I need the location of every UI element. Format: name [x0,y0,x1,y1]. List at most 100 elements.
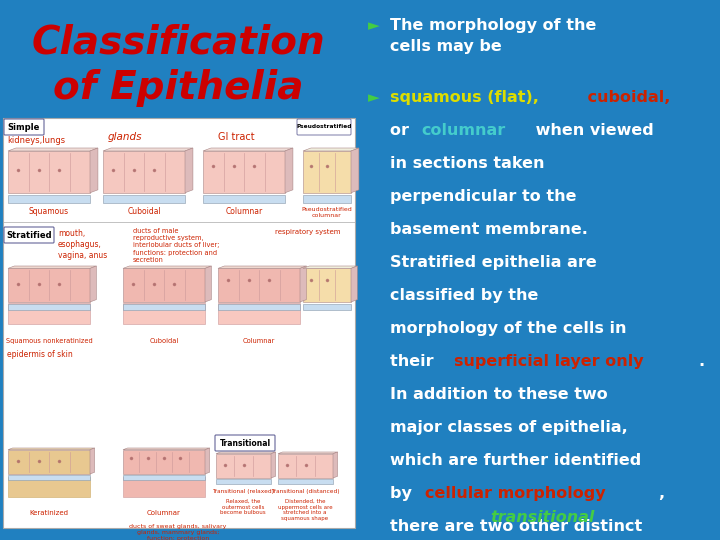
Bar [103,151,185,193]
Bar [278,479,333,484]
Text: or: or [390,123,415,138]
Text: Keratinized: Keratinized [30,510,68,516]
Bar [123,268,205,302]
Polygon shape [278,452,338,454]
Text: The morphology of the
cells may be: The morphology of the cells may be [390,18,596,54]
Text: classified by the: classified by the [390,288,539,303]
Polygon shape [216,452,276,454]
Polygon shape [123,266,212,268]
Text: Simple: Simple [8,123,40,132]
Text: cuboidal,: cuboidal, [582,90,670,105]
Polygon shape [90,448,94,474]
Polygon shape [303,266,357,268]
Text: Pseudostratified: Pseudostratified [296,125,352,130]
Text: Columnar: Columnar [147,510,181,516]
Bar [303,195,351,203]
Text: Stratified: Stratified [6,231,52,240]
Polygon shape [205,448,210,474]
FancyBboxPatch shape [4,119,44,135]
Text: superficial layer only: superficial layer only [454,354,643,369]
Text: when viewed: when viewed [531,123,654,138]
Text: which are further identified: which are further identified [390,453,642,468]
Bar [218,303,300,324]
Bar [203,151,285,193]
Polygon shape [8,448,94,450]
Text: Stratified epithelia are: Stratified epithelia are [390,255,597,270]
FancyBboxPatch shape [3,118,355,528]
Text: major classes of epithelia,: major classes of epithelia, [390,420,628,435]
Bar [8,268,90,302]
Bar [303,303,351,310]
Bar [8,151,90,193]
Bar [8,303,90,324]
Bar [203,195,285,203]
Polygon shape [205,266,212,302]
Bar [303,268,351,302]
Text: In addition to these two: In addition to these two [390,387,608,402]
Text: respiratory system: respiratory system [275,229,341,235]
Bar [216,479,271,484]
Bar [303,151,351,193]
Bar [218,303,300,310]
Bar [103,195,185,203]
Bar [123,303,205,310]
Text: Transitional (distanced): Transitional (distanced) [271,489,339,494]
Text: in sections taken: in sections taken [390,156,544,171]
FancyBboxPatch shape [297,119,351,135]
Text: kidneys,lungs: kidneys,lungs [7,136,65,145]
FancyBboxPatch shape [4,227,54,243]
Text: Transitional (relaxed): Transitional (relaxed) [212,489,274,494]
Text: basement membrane.: basement membrane. [390,222,588,237]
Text: ►: ► [368,18,379,33]
Polygon shape [218,266,307,268]
Polygon shape [285,148,293,193]
Bar [8,450,90,474]
Text: cellular morphology: cellular morphology [426,486,606,501]
Polygon shape [8,266,96,268]
Polygon shape [123,448,210,450]
Text: by: by [390,486,418,501]
Polygon shape [8,148,98,151]
Polygon shape [203,148,293,151]
Text: Distended, the
uppermost cells are
stretched into a
squamous shape: Distended, the uppermost cells are stret… [278,499,333,521]
Polygon shape [90,266,96,302]
Text: ►: ► [368,90,379,105]
Polygon shape [185,148,193,193]
Text: GI tract: GI tract [218,132,255,142]
Text: of Epithelia: of Epithelia [53,69,303,107]
Text: epidermis of skin: epidermis of skin [7,350,73,359]
Text: transitional: transitional [490,510,595,525]
Text: perpendicular to the: perpendicular to the [390,189,577,204]
Polygon shape [271,452,276,478]
Text: Classification: Classification [31,23,325,61]
Text: Squamous: Squamous [29,207,69,216]
Text: Pseudostratified
columnar: Pseudostratified columnar [302,207,352,218]
Polygon shape [333,452,338,478]
Text: squamous (flat),: squamous (flat), [390,90,539,105]
Text: Cuboidal: Cuboidal [149,338,179,344]
FancyBboxPatch shape [215,435,275,451]
Polygon shape [351,266,357,302]
Text: .: . [698,354,704,369]
Text: Squamous nonkeratinized: Squamous nonkeratinized [6,338,92,344]
Text: ducts of male
reproductive system,
interlobular ducts of liver;
functions: prote: ducts of male reproductive system, inter… [133,228,220,263]
Text: Relaxed, the
outermost cells
become bulbous: Relaxed, the outermost cells become bulb… [220,499,266,515]
Bar [216,454,271,478]
Bar [218,268,300,302]
Polygon shape [300,266,307,302]
Text: their: their [390,354,439,369]
Bar [123,303,205,324]
Text: Transitional: Transitional [220,438,271,448]
Polygon shape [90,148,98,193]
Text: glands: glands [108,132,143,142]
Text: there are two other distinct: there are two other distinct [390,519,642,534]
Text: mouth,
esophagus,
vagina, anus: mouth, esophagus, vagina, anus [58,229,107,260]
Text: Cuboidal: Cuboidal [127,207,161,216]
Polygon shape [351,148,359,193]
Bar [8,477,90,497]
Text: Columnar: Columnar [225,207,263,216]
Bar [8,303,90,310]
Text: columnar: columnar [422,123,506,138]
Polygon shape [103,148,193,151]
Text: ducts of sweat glands, salivary
glands, mammary glands;
function: protection: ducts of sweat glands, salivary glands, … [130,524,227,540]
